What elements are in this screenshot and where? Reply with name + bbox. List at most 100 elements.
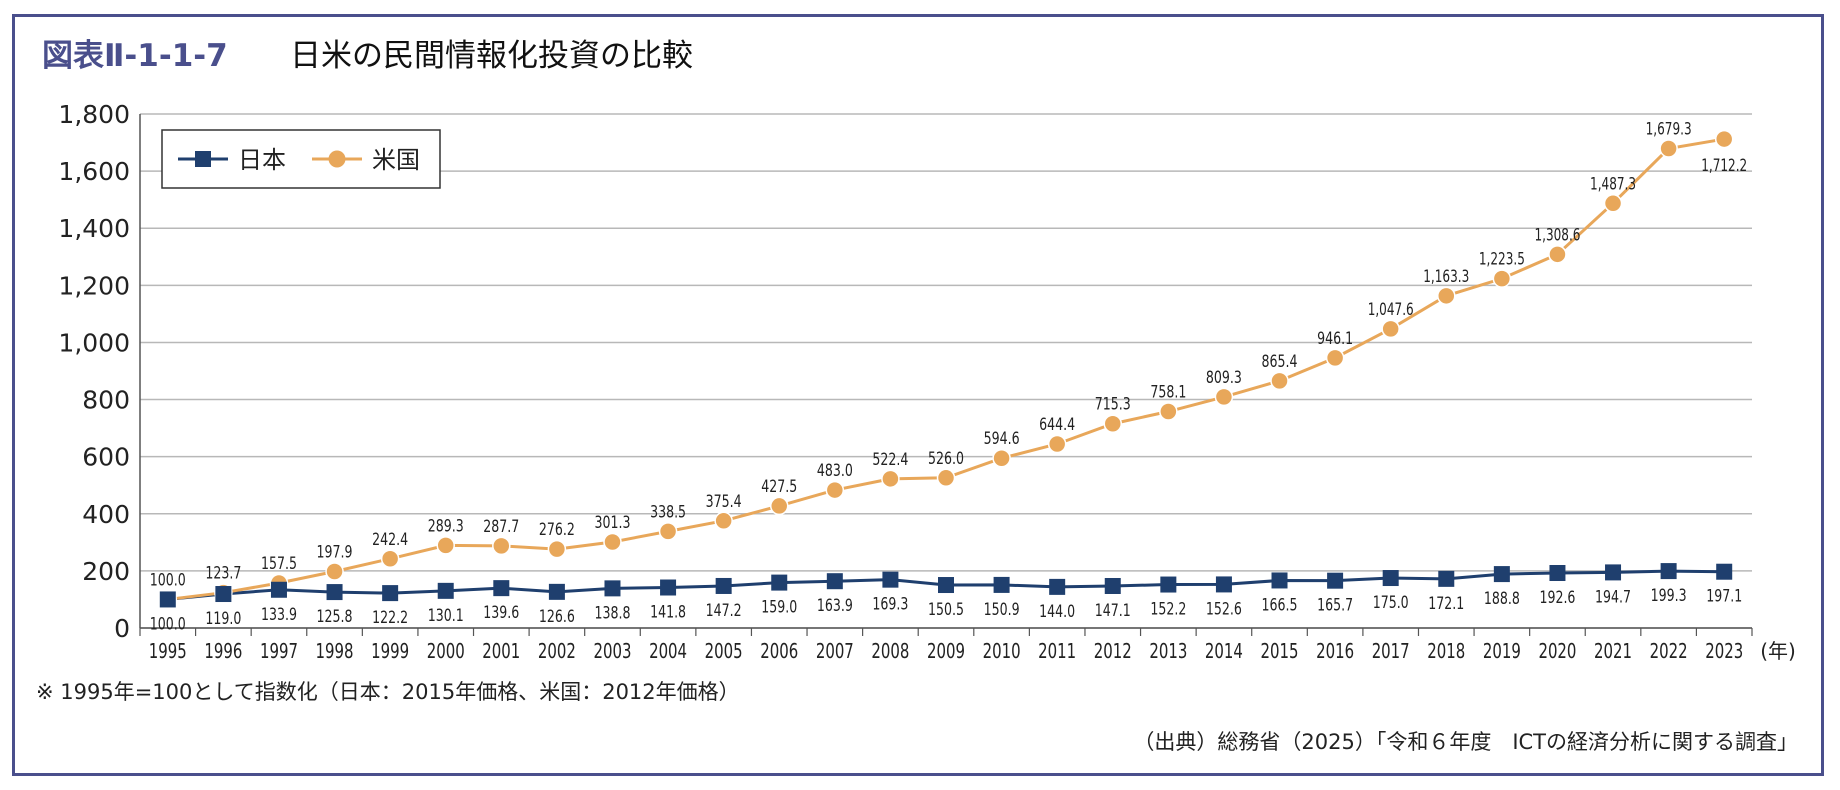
data-point-japan (437, 582, 454, 599)
data-point-japan (382, 585, 399, 602)
data-point-us (325, 562, 344, 581)
y-tick-label: 400 (82, 500, 130, 529)
data-point-us (547, 539, 567, 559)
data-point-us (1103, 414, 1123, 433)
data-point-japan (771, 574, 788, 591)
y-tick-label: 1,000 (58, 328, 130, 357)
data-label-japan: 172.1 (1428, 594, 1464, 614)
data-point-japan (1160, 576, 1177, 593)
x-tick-label: 1995 (149, 639, 187, 663)
data-label-us: 157.5 (261, 554, 297, 574)
data-label-us: 100.0 (150, 570, 186, 590)
x-tick-label: 2011 (1038, 639, 1076, 663)
data-label-us: 758.1 (1150, 383, 1186, 403)
data-label-us: 644.4 (1039, 415, 1075, 435)
data-label-japan: 125.8 (317, 607, 353, 627)
figure-source: （出典）総務省（2025）「令和６年度 ICTの経済分析に関する調査」 (1133, 730, 1798, 754)
data-point-japan (1605, 564, 1622, 581)
data-point-us (1659, 139, 1678, 158)
x-tick-label: 2022 (1650, 639, 1688, 663)
data-label-japan: 199.3 (1651, 586, 1687, 606)
y-tick-label: 800 (82, 386, 130, 415)
data-point-us (1047, 434, 1067, 454)
data-point-japan (215, 586, 232, 603)
data-point-us (936, 468, 956, 488)
data-point-us (1492, 269, 1512, 288)
data-label-japan: 192.6 (1539, 588, 1575, 608)
y-tick-label: 1,800 (58, 100, 130, 129)
data-label-japan: 165.7 (1317, 596, 1353, 616)
data-point-us (825, 480, 845, 500)
data-point-us (1437, 286, 1456, 306)
data-label-us: 526.0 (928, 449, 964, 469)
x-tick-label: 2019 (1483, 639, 1521, 663)
data-label-japan: 133.9 (261, 605, 297, 625)
data-label-japan: 150.9 (984, 600, 1020, 620)
data-point-japan (826, 573, 843, 590)
data-label-us: 276.2 (539, 520, 575, 540)
data-label-japan: 144.0 (1039, 602, 1075, 622)
data-label-japan: 150.5 (928, 600, 964, 620)
data-label-us: 289.3 (428, 516, 464, 536)
data-point-japan (326, 584, 343, 601)
y-tick-label: 600 (82, 443, 130, 472)
x-tick-label: 2020 (1538, 639, 1576, 663)
x-tick-label: 2006 (760, 639, 798, 663)
data-label-us: 1,047.6 (1368, 300, 1414, 320)
data-point-us (1548, 245, 1567, 264)
data-label-us: 1,308.6 (1534, 225, 1580, 245)
x-tick-label: 2005 (705, 639, 743, 663)
data-label-japan: 119.0 (205, 609, 241, 629)
data-label-us: 715.3 (1095, 395, 1131, 415)
x-tick-label: 2023 (1705, 639, 1743, 663)
x-tick-label: 2016 (1316, 639, 1354, 663)
data-point-us (1381, 319, 1400, 339)
data-point-japan (715, 577, 732, 594)
legend-label-us: 米国 (372, 146, 420, 174)
data-point-japan (604, 580, 621, 597)
data-label-japan: 122.2 (372, 608, 408, 628)
data-point-us (1159, 402, 1178, 421)
data-point-japan (1660, 563, 1677, 580)
data-label-japan: 188.8 (1484, 589, 1520, 609)
x-tick-label: 1997 (260, 639, 298, 663)
data-point-japan (660, 579, 677, 596)
data-label-us: 242.4 (372, 530, 408, 550)
y-tick-label: 1,600 (58, 157, 130, 186)
data-point-japan (1438, 570, 1455, 587)
data-label-japan: 166.5 (1262, 595, 1298, 615)
data-label-japan: 126.6 (539, 607, 575, 627)
data-point-us (1214, 387, 1234, 407)
x-tick-label: 2013 (1149, 639, 1187, 663)
data-point-us (881, 469, 900, 489)
data-label-japan: 139.6 (483, 603, 519, 623)
data-label-us: 287.7 (483, 517, 519, 537)
x-tick-label: 2004 (649, 639, 687, 663)
data-label-japan: 175.0 (1373, 593, 1409, 613)
data-label-us: 483.0 (817, 461, 853, 481)
legend-marker-japan (195, 151, 211, 167)
x-axis-unit-label: (年) (1760, 639, 1796, 663)
x-tick-label: 2017 (1372, 639, 1410, 663)
data-label-japan: 197.1 (1706, 587, 1742, 607)
data-label-us: 375.4 (706, 492, 742, 512)
data-label-japan: 130.1 (428, 606, 464, 626)
x-tick-label: 1996 (204, 639, 242, 663)
legend-marker-us (328, 150, 346, 168)
y-tick-label: 0 (114, 614, 130, 643)
data-label-us: 1,223.5 (1479, 250, 1525, 270)
data-label-japan: 194.7 (1595, 587, 1631, 607)
data-label-us: 865.4 (1262, 352, 1298, 372)
data-point-japan (1271, 572, 1288, 589)
x-tick-label: 2009 (927, 639, 965, 663)
data-point-us (436, 536, 455, 555)
data-point-japan (1327, 572, 1344, 589)
data-point-japan (548, 583, 565, 600)
data-label-us: 1,163.3 (1423, 267, 1469, 287)
data-label-us: 123.7 (205, 564, 241, 584)
data-point-japan (493, 580, 510, 597)
x-tick-label: 1999 (371, 639, 409, 663)
x-tick-label: 2001 (482, 639, 520, 663)
x-tick-label: 2010 (983, 639, 1021, 663)
